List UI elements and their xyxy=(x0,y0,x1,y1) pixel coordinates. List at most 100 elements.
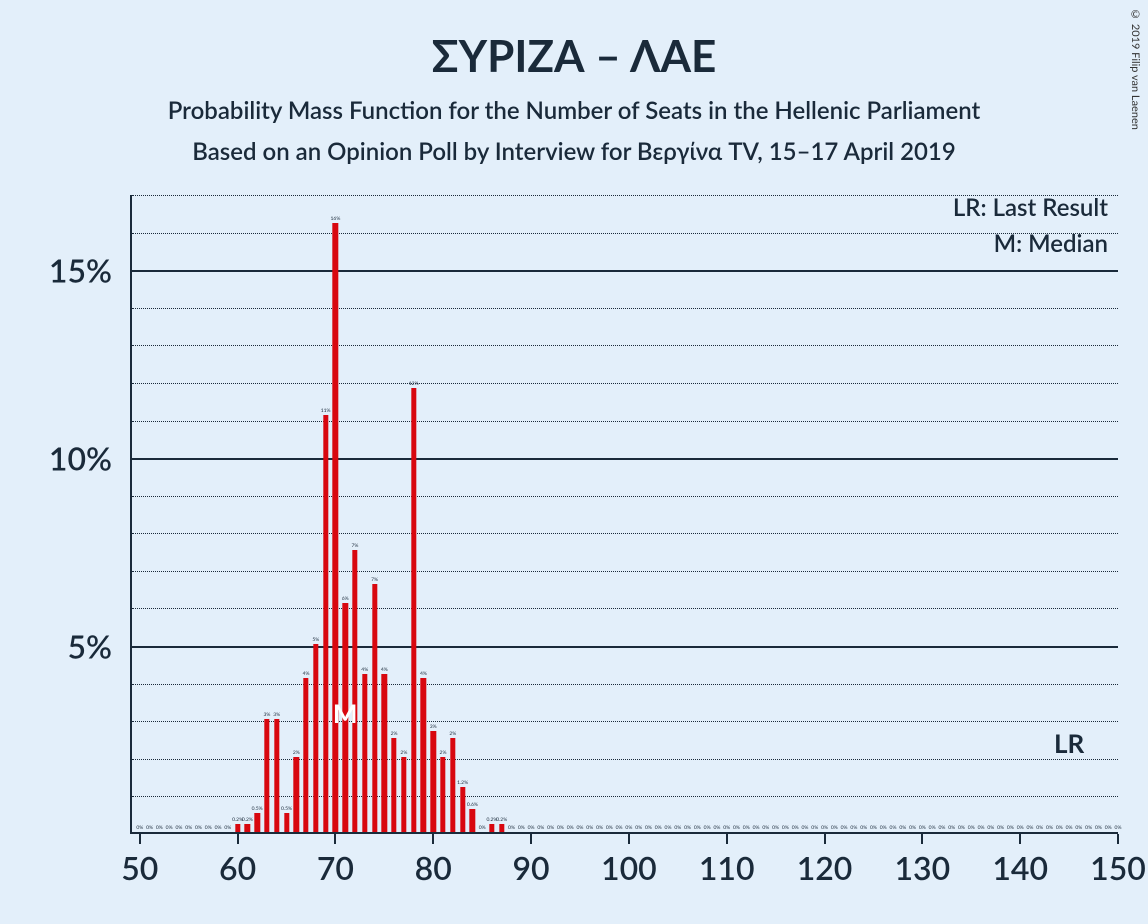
bar-value-label: 0% xyxy=(880,825,887,831)
bar-value-label: 0% xyxy=(1046,825,1053,831)
chart-subtitle-1: Probability Mass Function for the Number… xyxy=(30,96,1118,125)
bar-value-label: 0% xyxy=(684,825,691,831)
bar-value-label: 0% xyxy=(1007,825,1014,831)
bar-value-label: 0% xyxy=(811,825,818,831)
bar-value-label: 0% xyxy=(156,825,163,831)
x-axis xyxy=(130,832,1118,834)
bar-value-label: 0% xyxy=(997,825,1004,831)
bar: 1.2% xyxy=(460,787,465,832)
bar-value-label: 0% xyxy=(1085,825,1092,831)
gridline-minor xyxy=(132,759,1118,760)
bar-value-label: 2% xyxy=(400,750,407,756)
bar: 2% xyxy=(294,757,299,832)
x-tick-mark xyxy=(921,834,923,844)
bar-value-label: 4% xyxy=(381,667,388,673)
bar-value-label: 0% xyxy=(166,825,173,831)
bar-value-label: 0% xyxy=(1095,825,1102,831)
bar-value-label: 0% xyxy=(479,825,486,831)
chart-container: ΣΥΡΙΖΑ – ΛΑΕ Probability Mass Function f… xyxy=(0,0,1148,924)
bar-value-label: 0% xyxy=(968,825,975,831)
bar-value-label: 0% xyxy=(958,825,965,831)
bar-value-label: 0% xyxy=(753,825,760,831)
bar-value-label: 1.2% xyxy=(457,780,468,786)
bar-value-label: 0% xyxy=(1026,825,1033,831)
x-tick-mark xyxy=(824,834,826,844)
bar-value-label: 0% xyxy=(713,825,720,831)
x-tick-label: 90 xyxy=(513,848,550,887)
bar-value-label: 0.5% xyxy=(252,806,263,812)
x-tick-mark xyxy=(726,834,728,844)
bar: 2% xyxy=(391,738,396,832)
bar: 7% xyxy=(372,584,377,832)
x-tick-mark xyxy=(237,834,239,844)
median-marker: M xyxy=(333,697,358,729)
bar-value-label: 4% xyxy=(420,671,427,677)
x-tick-label: 110 xyxy=(699,848,755,887)
bar-value-label: 5% xyxy=(312,637,319,643)
gridline-minor xyxy=(132,571,1118,572)
bar-value-label: 0% xyxy=(1105,825,1112,831)
bar: 4% xyxy=(382,674,387,832)
gridline-minor xyxy=(132,496,1118,497)
bar: 3% xyxy=(431,731,436,832)
plot-area: LR: Last Result M: Median 5%10%15%506070… xyxy=(130,195,1118,834)
bar-value-label: 0% xyxy=(224,825,231,831)
bar-value-label: 0% xyxy=(919,825,926,831)
bar-value-label: 0% xyxy=(674,825,681,831)
gridline-minor xyxy=(132,195,1118,196)
bar-value-label: 0% xyxy=(1036,825,1043,831)
bar-value-label: 4% xyxy=(303,671,310,677)
y-tick-label: 15% xyxy=(49,251,112,290)
x-tick-mark xyxy=(1019,834,1021,844)
bar-value-label: 0% xyxy=(772,825,779,831)
chart-subtitle-2: Based on an Opinion Poll by Interview fo… xyxy=(30,137,1118,166)
x-tick-mark xyxy=(530,834,532,844)
bar: 2% xyxy=(440,757,445,832)
bar-value-label: 0% xyxy=(665,825,672,831)
bar-value-label: 0% xyxy=(185,825,192,831)
bar-value-label: 0% xyxy=(586,825,593,831)
bar-value-label: 0% xyxy=(136,825,143,831)
bar: 2% xyxy=(401,757,406,832)
gridline-major xyxy=(132,458,1118,460)
y-tick-label: 5% xyxy=(67,627,112,666)
bar-value-label: 0% xyxy=(723,825,730,831)
bar-value-label: 0% xyxy=(762,825,769,831)
bar: 0.6% xyxy=(470,809,475,832)
bar-value-label: 0% xyxy=(948,825,955,831)
bar-value-label: 0% xyxy=(567,825,574,831)
bar: 11% xyxy=(323,415,328,832)
y-axis xyxy=(130,195,132,834)
bar: 5% xyxy=(313,644,318,832)
bar-value-label: 11% xyxy=(321,408,331,414)
bar: 12% xyxy=(411,388,416,832)
legend-lr: LR: Last Result xyxy=(953,193,1108,222)
x-tick-mark xyxy=(628,834,630,844)
gridline-minor xyxy=(132,308,1118,309)
bar: 0.2% xyxy=(235,824,240,832)
bar-value-label: 0% xyxy=(704,825,711,831)
bar-value-label: 0% xyxy=(841,825,848,831)
bar-value-label: 0% xyxy=(508,825,515,831)
bar-value-label: 2% xyxy=(293,750,300,756)
bar-value-label: 0.6% xyxy=(467,802,478,808)
x-tick-label: 50 xyxy=(121,848,158,887)
bar-value-label: 0% xyxy=(606,825,613,831)
bar-value-label: 0% xyxy=(743,825,750,831)
bar-value-label: 0% xyxy=(938,825,945,831)
bar-value-label: 0.5% xyxy=(281,806,292,812)
bar-value-label: 0% xyxy=(782,825,789,831)
bar-value-label: 0% xyxy=(625,825,632,831)
bar: 3% xyxy=(264,719,269,832)
bar-value-label: 3% xyxy=(273,712,280,718)
bar-value-label: 0% xyxy=(645,825,652,831)
bar-value-label: 0% xyxy=(175,825,182,831)
bar-value-label: 12% xyxy=(409,381,419,387)
gridline-minor xyxy=(132,721,1118,722)
bar-value-label: 0% xyxy=(547,825,554,831)
x-tick-mark xyxy=(334,834,336,844)
bar-value-label: 0% xyxy=(146,825,153,831)
bar-value-label: 0% xyxy=(733,825,740,831)
bar-value-label: 0% xyxy=(518,825,525,831)
gridline-minor xyxy=(132,608,1118,609)
